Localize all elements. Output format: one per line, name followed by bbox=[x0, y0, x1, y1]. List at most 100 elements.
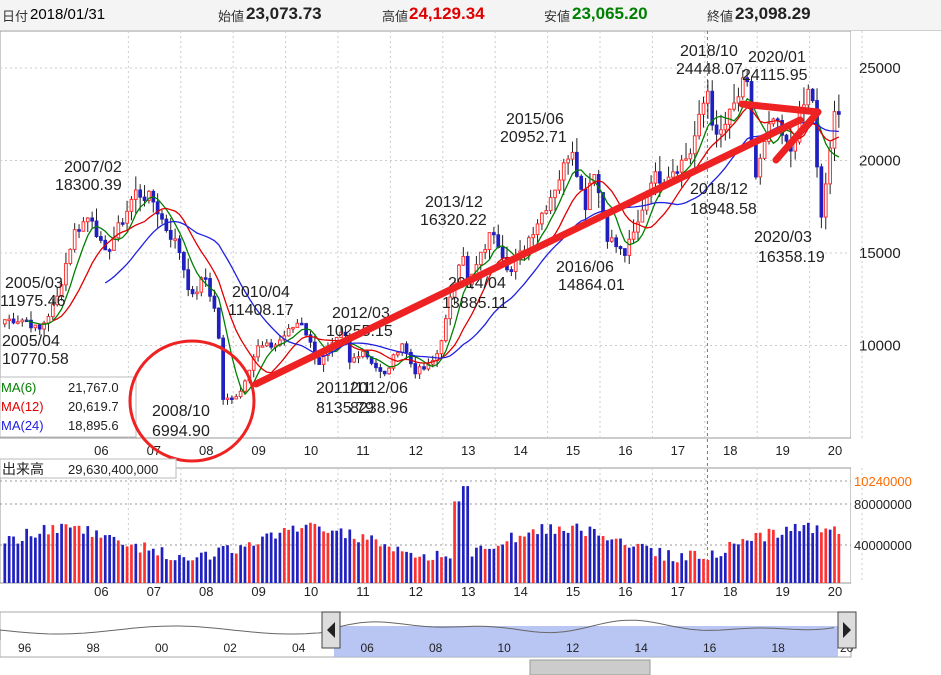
annotation-value: 11975.46 bbox=[0, 293, 66, 310]
price-x-tick-label: 13 bbox=[461, 443, 475, 458]
volume-bar bbox=[182, 557, 186, 583]
candle bbox=[81, 221, 86, 232]
ohlc-header: 日付 2018/01/31 始値 23,073.73 高値 24,129.34 … bbox=[0, 0, 941, 31]
volume-bar bbox=[95, 530, 98, 583]
volume-bar bbox=[558, 526, 561, 583]
candle bbox=[133, 189, 138, 200]
volume-bar bbox=[51, 525, 55, 583]
volume-bar bbox=[440, 557, 443, 583]
price-y-tick-label: 15000 bbox=[859, 245, 901, 262]
volume-bar bbox=[798, 531, 801, 583]
volume-bar bbox=[313, 523, 317, 583]
price-x-tick-label: 15 bbox=[566, 443, 580, 458]
volume-bar bbox=[422, 554, 426, 583]
navigator-year-label: 96 bbox=[18, 641, 32, 655]
volume-bar bbox=[448, 558, 452, 583]
candle bbox=[291, 326, 295, 330]
volume-bar bbox=[77, 525, 81, 583]
price-x-tick-label: 17 bbox=[671, 443, 685, 458]
volume-x-tick-label: 12 bbox=[409, 584, 423, 599]
volume-bar bbox=[505, 541, 509, 583]
annotation-date: 2007/02 bbox=[64, 159, 122, 176]
volume-bar bbox=[261, 536, 264, 583]
candle bbox=[531, 234, 536, 239]
volume-bar bbox=[243, 546, 247, 583]
volume-bar bbox=[833, 526, 836, 583]
candle bbox=[59, 284, 64, 297]
candle bbox=[675, 171, 680, 174]
candle bbox=[561, 162, 566, 181]
volume-bar bbox=[64, 524, 68, 583]
annotation-date: 2013/12 bbox=[425, 194, 483, 211]
volume-bar bbox=[662, 560, 666, 583]
volume-bars bbox=[3, 486, 841, 583]
candle bbox=[269, 342, 274, 348]
volume-bar bbox=[400, 551, 404, 583]
annotation-date: 2010/04 bbox=[232, 284, 290, 301]
date-value: 2018/01/31 bbox=[30, 6, 106, 23]
close-value: 23,098.29 bbox=[735, 4, 811, 23]
ma6-line bbox=[26, 97, 840, 396]
volume-bar bbox=[619, 538, 622, 583]
annotation-date: 2008/10 bbox=[152, 403, 210, 420]
volume-bar bbox=[378, 546, 382, 583]
candle bbox=[50, 304, 55, 318]
annotation-date: 2005/04 bbox=[2, 333, 60, 350]
volume-bar bbox=[667, 550, 670, 583]
candle bbox=[33, 324, 38, 329]
navigator-year-label: 02 bbox=[224, 641, 238, 655]
highlight-circle bbox=[128, 339, 256, 463]
volume-bar bbox=[702, 558, 705, 583]
navigator-year-label: 16 bbox=[703, 641, 717, 655]
candle bbox=[697, 113, 701, 137]
volume-bar bbox=[501, 544, 504, 583]
volume-bar bbox=[169, 560, 173, 583]
volume-bar bbox=[475, 547, 478, 583]
candle bbox=[636, 221, 640, 233]
volume-bar bbox=[151, 548, 155, 583]
volume-bar bbox=[540, 524, 544, 583]
candle bbox=[181, 252, 186, 271]
volume-bar bbox=[47, 534, 50, 583]
candle bbox=[77, 229, 81, 232]
volume-bar bbox=[352, 538, 356, 583]
candle bbox=[592, 174, 597, 184]
candle bbox=[142, 196, 147, 201]
volume-bar bbox=[217, 547, 221, 583]
ma-legend-value: 20,619.7 bbox=[68, 399, 119, 414]
candle bbox=[234, 396, 239, 400]
ma-legend: MA(6) 21,767.0 MA(12) 20,619.7 MA(24) 18,895.… bbox=[0, 376, 137, 438]
annotation-value: 13885.11 bbox=[442, 295, 508, 312]
volume-bar bbox=[531, 529, 535, 583]
candle bbox=[837, 111, 841, 115]
candle bbox=[745, 77, 750, 83]
candle bbox=[404, 343, 409, 353]
annotation-date: 2012/03 bbox=[332, 305, 390, 322]
volume-bar bbox=[750, 540, 753, 583]
candle bbox=[509, 269, 514, 273]
volume-bar bbox=[518, 535, 522, 583]
volume-bar bbox=[361, 534, 365, 583]
candle bbox=[483, 249, 488, 253]
candle bbox=[238, 390, 243, 398]
navigator-year-label: 00 bbox=[155, 641, 169, 655]
date-label: 日付 bbox=[2, 9, 29, 24]
volume-bar bbox=[693, 550, 697, 583]
close-label: 終値 bbox=[707, 9, 734, 24]
volume-bar bbox=[527, 532, 531, 583]
volume-x-tick-label: 18 bbox=[723, 584, 737, 599]
volume-bar bbox=[29, 536, 33, 583]
volume-bar bbox=[483, 548, 487, 583]
candle bbox=[692, 135, 697, 155]
ma12-line bbox=[52, 106, 840, 374]
annotation-value: 10770.58 bbox=[2, 351, 69, 368]
candle bbox=[308, 334, 313, 343]
volume-bar bbox=[597, 535, 601, 583]
candle bbox=[740, 77, 745, 98]
candle bbox=[225, 397, 230, 401]
high-label: 高値 bbox=[382, 9, 409, 24]
volume-bar bbox=[392, 551, 395, 583]
volume-bar bbox=[697, 558, 701, 583]
annotation-value: 6994.90 bbox=[152, 423, 210, 440]
price-x-tick-label: 19 bbox=[775, 443, 789, 458]
